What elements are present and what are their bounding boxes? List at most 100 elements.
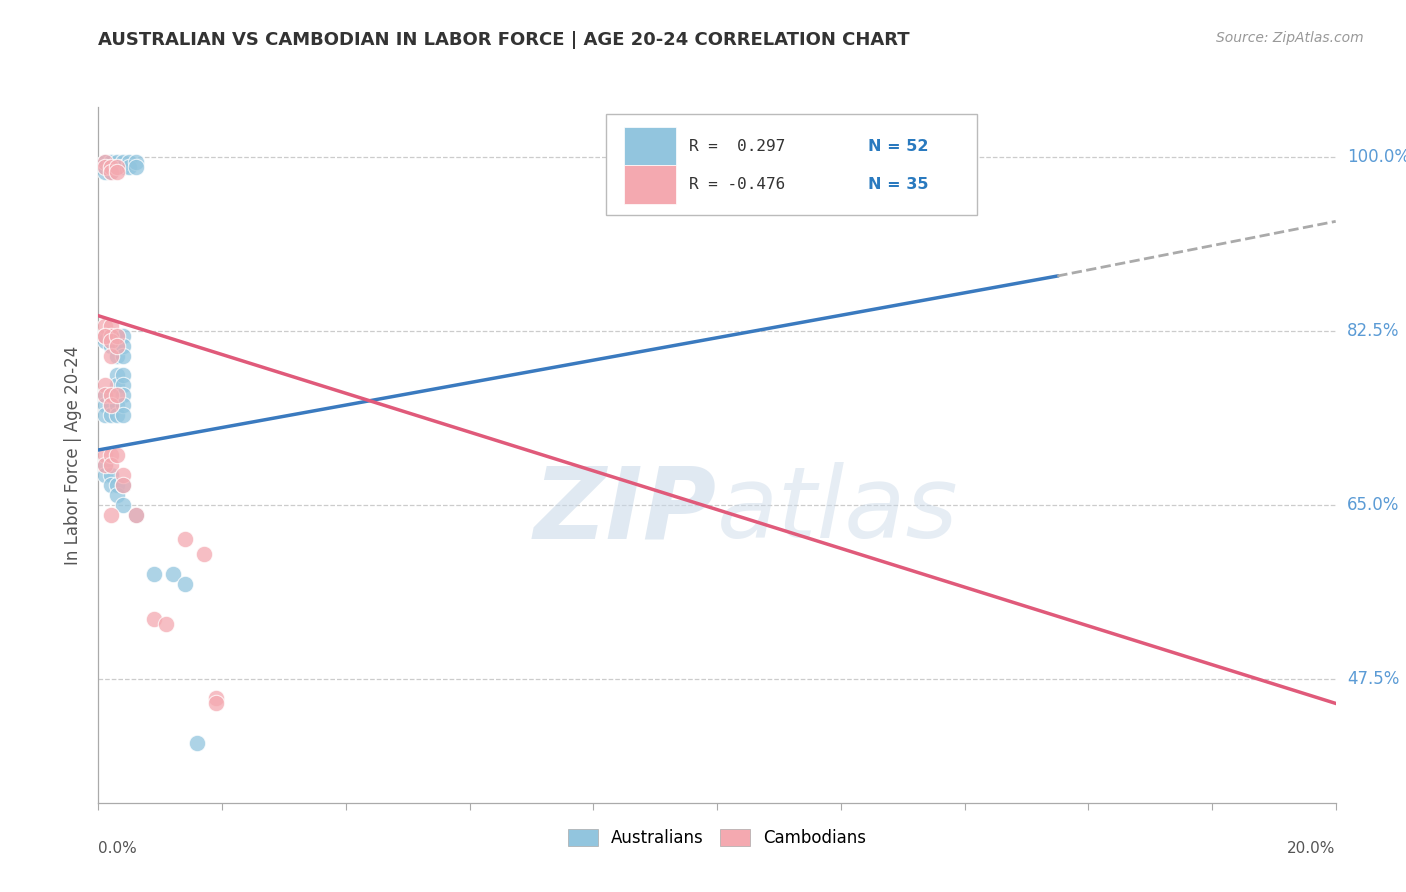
- Point: [100, 467, 122, 482]
- Point: [100, 477, 122, 491]
- Point: [193, 547, 215, 561]
- Point: [100, 164, 122, 178]
- Point: [100, 398, 122, 412]
- Point: [93, 467, 115, 482]
- Point: [93, 448, 115, 462]
- Point: [112, 408, 135, 422]
- Point: [93, 328, 115, 343]
- Text: atlas: atlas: [717, 462, 959, 559]
- Point: [105, 160, 128, 174]
- Point: [124, 508, 146, 522]
- Point: [93, 458, 115, 472]
- Point: [118, 160, 141, 174]
- Legend: Australians, Cambodians: Australians, Cambodians: [561, 822, 873, 854]
- Point: [105, 328, 128, 343]
- Point: [105, 154, 128, 169]
- Point: [100, 338, 122, 352]
- Text: 82.5%: 82.5%: [1347, 322, 1399, 340]
- Point: [93, 154, 115, 169]
- Point: [93, 398, 115, 412]
- Point: [100, 408, 122, 422]
- Text: 100.0%: 100.0%: [1347, 148, 1406, 166]
- Point: [105, 408, 128, 422]
- FancyBboxPatch shape: [624, 127, 676, 166]
- Point: [124, 508, 146, 522]
- Point: [105, 349, 128, 363]
- Point: [112, 154, 135, 169]
- Point: [105, 368, 128, 383]
- Point: [205, 697, 228, 711]
- Point: [100, 458, 122, 472]
- Text: N = 35: N = 35: [868, 178, 928, 193]
- Point: [186, 736, 208, 750]
- Y-axis label: In Labor Force | Age 20-24: In Labor Force | Age 20-24: [65, 345, 83, 565]
- Point: [112, 398, 135, 412]
- Point: [105, 378, 128, 392]
- Point: [112, 338, 135, 352]
- Point: [93, 160, 115, 174]
- Point: [174, 577, 197, 591]
- Point: [93, 378, 115, 392]
- Point: [105, 338, 128, 352]
- Point: [105, 448, 128, 462]
- Point: [93, 164, 115, 178]
- Point: [100, 334, 122, 348]
- Point: [93, 388, 115, 402]
- Point: [100, 154, 122, 169]
- Point: [100, 349, 122, 363]
- Point: [112, 368, 135, 383]
- Point: [100, 164, 122, 178]
- Point: [93, 408, 115, 422]
- Text: 65.0%: 65.0%: [1347, 496, 1399, 514]
- Point: [93, 154, 115, 169]
- Point: [93, 160, 115, 174]
- FancyBboxPatch shape: [606, 114, 977, 215]
- Text: Source: ZipAtlas.com: Source: ZipAtlas.com: [1216, 31, 1364, 45]
- Point: [105, 164, 128, 178]
- Point: [100, 160, 122, 174]
- Point: [112, 467, 135, 482]
- Point: [93, 328, 115, 343]
- FancyBboxPatch shape: [624, 166, 676, 204]
- Point: [105, 477, 128, 491]
- Point: [100, 398, 122, 412]
- Point: [93, 328, 115, 343]
- Point: [105, 488, 128, 502]
- Point: [93, 458, 115, 472]
- Text: 0.0%: 0.0%: [98, 841, 138, 856]
- Point: [93, 388, 115, 402]
- Point: [112, 160, 135, 174]
- Point: [112, 498, 135, 512]
- Point: [105, 388, 128, 402]
- Point: [93, 318, 115, 333]
- Point: [143, 612, 166, 626]
- Point: [100, 328, 122, 343]
- Point: [124, 160, 146, 174]
- Point: [174, 533, 197, 547]
- Point: [93, 334, 115, 348]
- Text: R = -0.476: R = -0.476: [689, 178, 785, 193]
- Point: [100, 508, 122, 522]
- Text: R =  0.297: R = 0.297: [689, 138, 785, 153]
- Text: AUSTRALIAN VS CAMBODIAN IN LABOR FORCE | AGE 20-24 CORRELATION CHART: AUSTRALIAN VS CAMBODIAN IN LABOR FORCE |…: [98, 31, 910, 49]
- Point: [100, 334, 122, 348]
- Text: 47.5%: 47.5%: [1347, 670, 1399, 688]
- Point: [100, 328, 122, 343]
- Point: [100, 318, 122, 333]
- Point: [162, 567, 184, 582]
- Point: [112, 388, 135, 402]
- Point: [118, 154, 141, 169]
- Point: [112, 477, 135, 491]
- Point: [105, 328, 128, 343]
- Point: [155, 616, 177, 631]
- Text: ZIP: ZIP: [534, 462, 717, 559]
- Point: [105, 338, 128, 352]
- Point: [205, 691, 228, 706]
- Point: [124, 154, 146, 169]
- Point: [112, 349, 135, 363]
- Point: [105, 160, 128, 174]
- Point: [112, 477, 135, 491]
- Point: [100, 160, 122, 174]
- Point: [112, 328, 135, 343]
- Text: N = 52: N = 52: [868, 138, 928, 153]
